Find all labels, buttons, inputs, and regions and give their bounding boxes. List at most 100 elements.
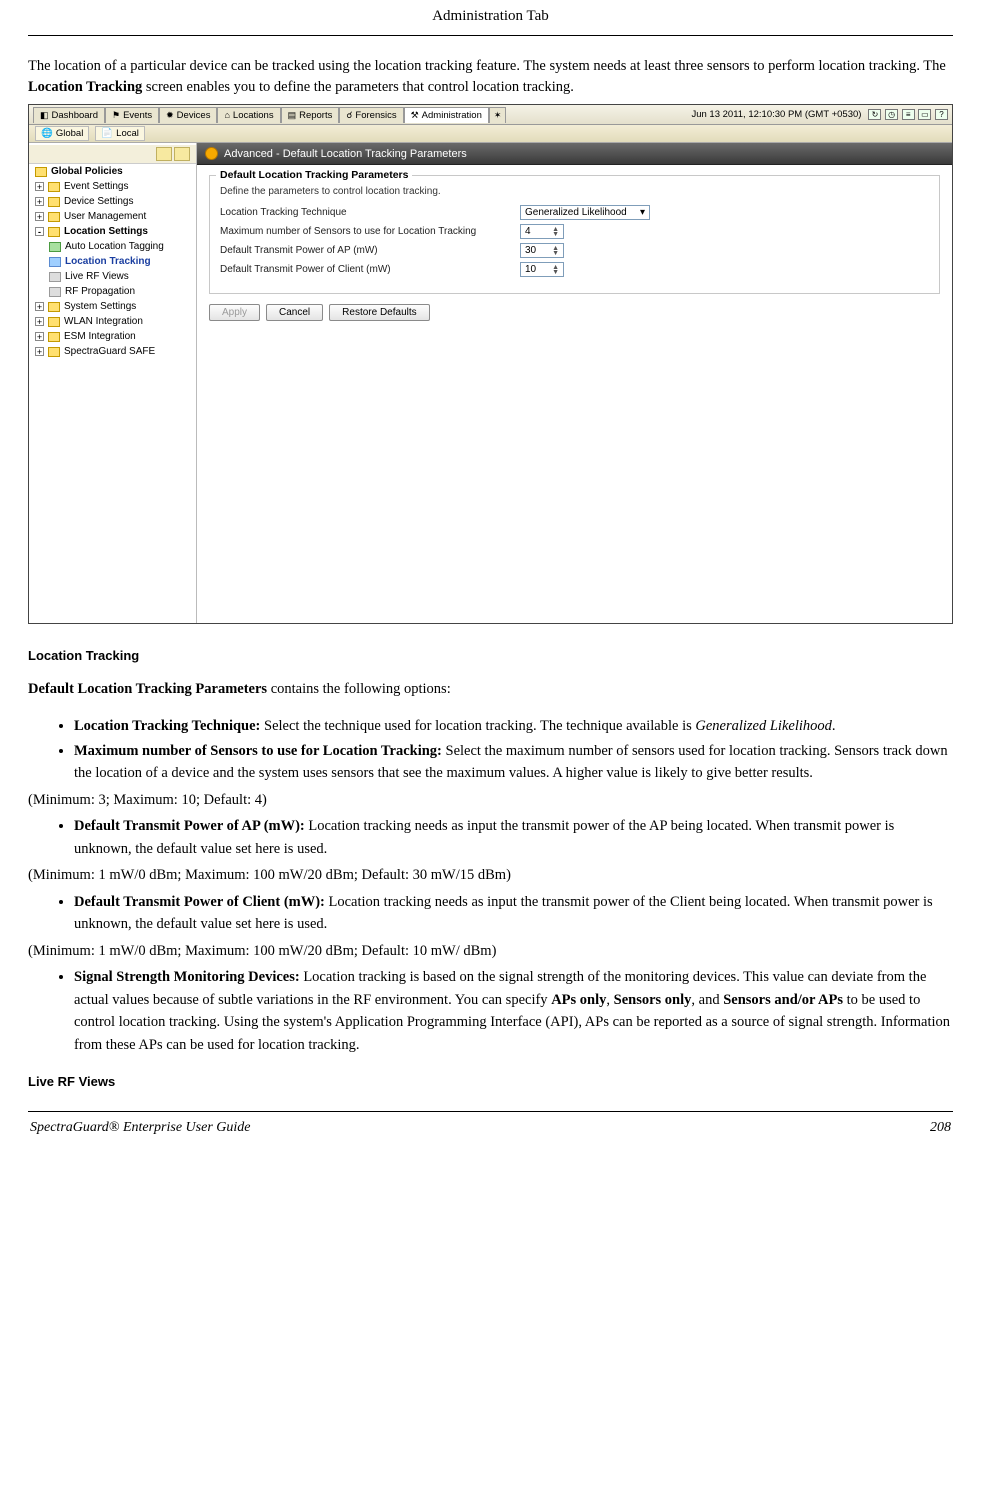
- devices-icon: ✹: [166, 110, 174, 121]
- tab-locations[interactable]: ⌂Locations: [217, 107, 280, 123]
- row-ap-power: Default Transmit Power of AP (mW) 30 ▲▼: [220, 243, 929, 258]
- expand-icon[interactable]: +: [35, 197, 44, 206]
- tree-label: RF Propagation: [65, 286, 135, 297]
- propagation-icon: [49, 287, 61, 297]
- clock-icon[interactable]: ◷: [885, 109, 898, 120]
- intro-bold: Default Location Tracking Parameters: [28, 681, 267, 697]
- tree-live-rf-views[interactable]: Live RF Views: [29, 269, 196, 284]
- expand-icon[interactable]: +: [35, 317, 44, 326]
- restore-defaults-button[interactable]: Restore Defaults: [329, 304, 429, 321]
- tree-spectraguard-safe[interactable]: + SpectraGuard SAFE: [29, 344, 196, 359]
- button-row: Apply Cancel Restore Defaults: [209, 304, 940, 321]
- page-footer: SpectraGuard® Enterprise User Guide 208: [28, 1111, 953, 1148]
- tree-user-management[interactable]: +User Management: [29, 209, 196, 224]
- expand-icon[interactable]: +: [35, 212, 44, 221]
- bullet-bold2: Sensors only: [614, 992, 692, 1008]
- forensics-icon: ☌: [346, 110, 352, 121]
- intro-bold: Location Tracking: [28, 79, 142, 95]
- local-icon: 📄: [101, 128, 113, 139]
- tab-label: Devices: [177, 110, 211, 121]
- tree-location-settings[interactable]: - Location Settings: [29, 224, 196, 239]
- spin-client-power[interactable]: 10 ▲▼: [520, 262, 564, 277]
- chevron-down-icon: ▾: [640, 207, 645, 218]
- tree-label: Global Policies: [51, 166, 123, 177]
- tab-forensics[interactable]: ☌Forensics: [339, 107, 403, 123]
- label-ap-power: Default Transmit Power of AP (mW): [220, 245, 510, 256]
- scope-bar: 🌐Global 📄Local: [29, 125, 952, 143]
- expand-icon[interactable]: +: [35, 182, 44, 191]
- scope-local[interactable]: 📄Local: [95, 126, 145, 141]
- tree-system-settings[interactable]: +System Settings: [29, 299, 196, 314]
- tree-label: Event Settings: [64, 181, 128, 192]
- collapse-icon[interactable]: -: [35, 227, 44, 236]
- globe-icon: 🌐: [41, 128, 53, 139]
- parameters-group: Default Location Tracking Parameters Def…: [209, 175, 940, 294]
- layout-icon[interactable]: ≡: [902, 109, 915, 120]
- tree-event-settings[interactable]: + Event Settings: [29, 179, 196, 194]
- apply-button[interactable]: Apply: [209, 304, 260, 321]
- folder-icon: [48, 197, 60, 207]
- tree-location-tracking[interactable]: Location Tracking: [29, 254, 196, 269]
- tree-global-policies[interactable]: Global Policies: [29, 164, 196, 179]
- cancel-button[interactable]: Cancel: [266, 304, 323, 321]
- label-client-power: Default Transmit Power of Client (mW): [220, 264, 510, 275]
- extra-icon: ✶: [494, 110, 502, 121]
- spin-value: 10: [525, 264, 536, 275]
- folder-icon: [48, 227, 60, 237]
- tree-label: WLAN Integration: [64, 316, 143, 327]
- scope-label: Global: [56, 128, 83, 139]
- tab-administration[interactable]: ⚒Administration: [404, 107, 489, 123]
- section-live-rf-title: Live RF Views: [28, 1074, 953, 1089]
- bullet-technique: Location Tracking Technique: Select the …: [74, 715, 953, 737]
- expand-icon[interactable]: +: [35, 332, 44, 341]
- tag-icon: [49, 242, 61, 252]
- main-tabs: ◧Dashboard ⚑Events ✹Devices ⌂Locations ▤…: [33, 107, 506, 123]
- tab-dashboard[interactable]: ◧Dashboard: [33, 107, 105, 123]
- range-client-power: (Minimum: 1 mW/0 dBm; Maximum: 100 mW/20…: [28, 940, 953, 962]
- tab-label: Events: [123, 110, 152, 121]
- tree-esm-integration[interactable]: +ESM Integration: [29, 329, 196, 344]
- tree-auto-location-tagging[interactable]: Auto Location Tagging: [29, 239, 196, 254]
- expand-icon[interactable]: +: [35, 347, 44, 356]
- bullet-period: .: [832, 718, 836, 734]
- intro-paragraph: The location of a particular device can …: [28, 56, 953, 98]
- tracking-icon: [49, 257, 61, 267]
- tree-device-settings[interactable]: +Device Settings: [29, 194, 196, 209]
- tree-rf-propagation[interactable]: RF Propagation: [29, 284, 196, 299]
- folder-icon: [48, 182, 60, 192]
- spin-max-sensors[interactable]: 4 ▲▼: [520, 224, 564, 239]
- tab-extra[interactable]: ✶: [489, 107, 507, 123]
- spinner-arrows-icon[interactable]: ▲▼: [552, 227, 559, 237]
- tab-reports[interactable]: ▤Reports: [281, 107, 340, 123]
- screenshot-body: Global Policies + Event Settings +Device …: [29, 143, 952, 623]
- range-sensors: (Minimum: 3; Maximum: 10; Default: 4): [28, 789, 953, 811]
- dashboard-icon: ◧: [40, 110, 49, 121]
- bullet-text: Select the technique used for location t…: [260, 718, 695, 734]
- reports-icon: ▤: [288, 110, 297, 121]
- row-client-power: Default Transmit Power of Client (mW) 10…: [220, 262, 929, 277]
- collapse-all-icon[interactable]: [174, 147, 190, 161]
- intro-post: screen enables you to define the paramet…: [142, 79, 574, 95]
- scope-global[interactable]: 🌐Global: [35, 126, 89, 141]
- locations-icon: ⌂: [224, 110, 229, 120]
- select-technique[interactable]: Generalized Likelihood ▾: [520, 205, 650, 220]
- spinner-arrows-icon[interactable]: ▲▼: [552, 246, 559, 256]
- folder-icon: [48, 347, 60, 357]
- tab-label: Dashboard: [52, 110, 98, 121]
- range-ap-power: (Minimum: 1 mW/0 dBm; Maximum: 100 mW/20…: [28, 864, 953, 886]
- tree-label: SpectraGuard SAFE: [64, 346, 155, 357]
- folder-icon: [48, 317, 60, 327]
- tree-label: Location Settings: [64, 226, 148, 237]
- expand-icon[interactable]: +: [35, 302, 44, 311]
- spin-ap-power[interactable]: 30 ▲▼: [520, 243, 564, 258]
- minimize-icon[interactable]: ▭: [918, 109, 931, 120]
- help-icon[interactable]: ?: [935, 109, 948, 120]
- expand-all-icon[interactable]: [156, 147, 172, 161]
- spinner-arrows-icon[interactable]: ▲▼: [552, 265, 559, 275]
- bullet-title: Maximum number of Sensors to use for Loc…: [74, 743, 442, 759]
- tree-wlan-integration[interactable]: + WLAN Integration: [29, 314, 196, 329]
- tab-events[interactable]: ⚑Events: [105, 107, 159, 123]
- tab-devices[interactable]: ✹Devices: [159, 107, 217, 123]
- folder-icon: [48, 332, 60, 342]
- refresh-icon[interactable]: ↻: [868, 109, 881, 120]
